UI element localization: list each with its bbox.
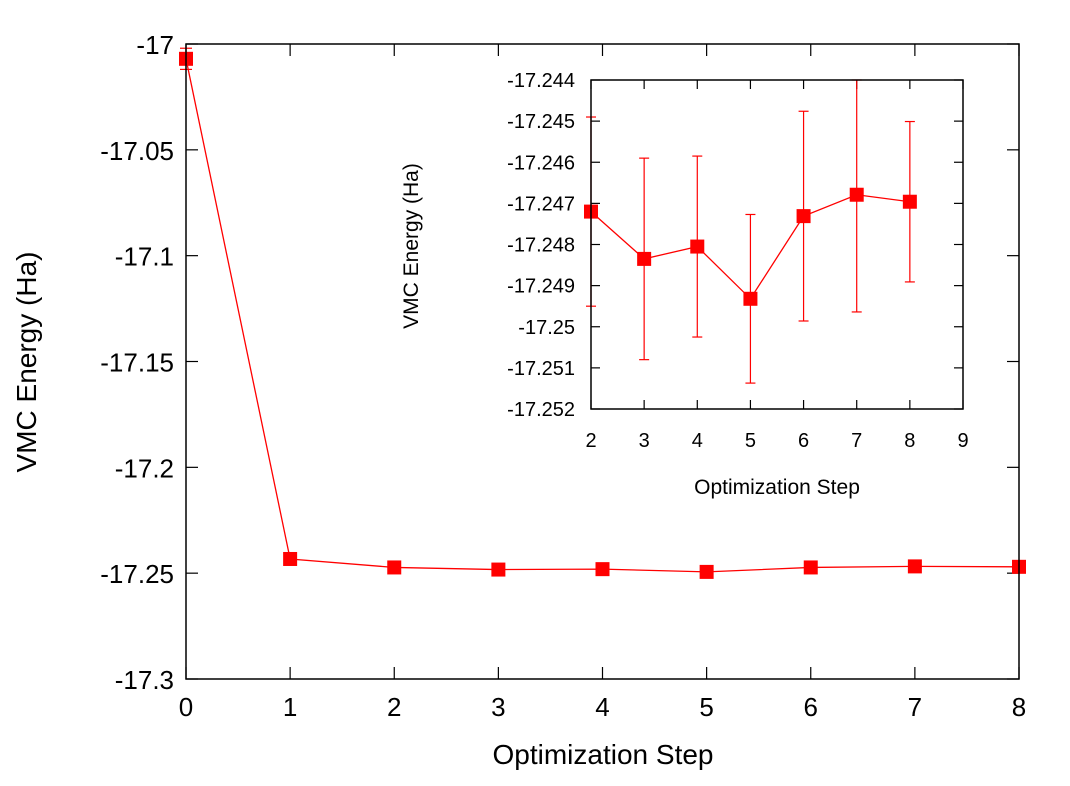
y-tick-label: -17.2 <box>115 453 174 483</box>
data-point <box>690 239 705 254</box>
x-tick-label: 2 <box>585 430 596 452</box>
main-y-axis-label: VMC Energy (Ha) <box>11 252 42 473</box>
data-point <box>902 194 917 209</box>
x-tick-label: 7 <box>851 430 862 452</box>
main-series <box>179 47 1026 579</box>
inset-x-axis-label: Optimization Step <box>694 476 860 499</box>
x-tick-label: 3 <box>491 692 505 722</box>
y-tick-label: -17.1 <box>115 242 174 272</box>
data-point <box>387 560 402 575</box>
x-tick-label: 5 <box>699 692 713 722</box>
x-tick-label: 6 <box>798 430 809 452</box>
data-point <box>907 559 922 574</box>
main-x-axis-label: Optimization Step <box>493 739 714 770</box>
y-tick-label: -17.3 <box>115 665 174 695</box>
x-tick-label: 2 <box>387 692 401 722</box>
main-plot-frame <box>185 43 1020 680</box>
y-tick-label: -17.05 <box>100 136 174 166</box>
data-point <box>491 562 506 577</box>
x-tick-label: 7 <box>908 692 922 722</box>
inset-plot-frame <box>590 79 964 410</box>
inset-y-axis-label: VMC Energy (Ha) <box>400 163 423 329</box>
y-tick-label: -17.251 <box>507 358 575 380</box>
y-tick-label: -17.25 <box>518 317 575 339</box>
main-chart: 0 1 2 3 4 5 6 7 8 -17 -17.05 -17.1 -17.15 -17.2 -17.25… <box>11 30 1026 770</box>
x-tick-label: 4 <box>692 430 703 452</box>
x-tick-label: 9 <box>957 430 968 452</box>
y-tick-label: -17.25 <box>100 559 174 589</box>
data-point <box>849 187 864 202</box>
y-tick-label: -17.248 <box>507 235 575 257</box>
y-tick-label: -17.15 <box>100 348 174 378</box>
inset-chart: 2 3 4 5 6 7 8 9 -17.244 -17.245 -17.246 -17.247 -17.… <box>400 70 969 499</box>
y-tick-label: -17.244 <box>507 70 575 92</box>
data-point <box>743 291 758 306</box>
x-tick-label: 3 <box>639 430 650 452</box>
data-point <box>637 251 652 266</box>
x-tick-label: 8 <box>904 430 915 452</box>
x-tick-label: 4 <box>595 692 609 722</box>
y-tick-label: -17.245 <box>507 111 575 133</box>
data-point <box>796 209 811 224</box>
x-tick-label: 8 <box>1012 692 1026 722</box>
y-tick-label: -17.252 <box>507 399 575 421</box>
y-tick-label: -17.246 <box>507 152 575 174</box>
data-point <box>595 562 610 577</box>
y-tick-label: -17.249 <box>507 276 575 298</box>
x-tick-label: 5 <box>745 430 756 452</box>
y-tick-label: -17.247 <box>507 193 575 215</box>
main-tick-labels: 0 1 2 3 4 5 6 7 8 -17 -17.05 -17.1 -17.15 -17.2 -17.25… <box>100 30 1026 722</box>
y-tick-label: -17 <box>136 30 174 60</box>
data-point <box>283 551 298 566</box>
x-tick-label: 0 <box>179 692 193 722</box>
x-tick-label: 1 <box>283 692 297 722</box>
data-point <box>699 564 714 579</box>
x-tick-label: 6 <box>804 692 818 722</box>
data-point <box>803 560 818 575</box>
inset-tick-labels: 2 3 4 5 6 7 8 9 -17.244 -17.245 -17.246 -17.247 -17.… <box>507 70 968 452</box>
